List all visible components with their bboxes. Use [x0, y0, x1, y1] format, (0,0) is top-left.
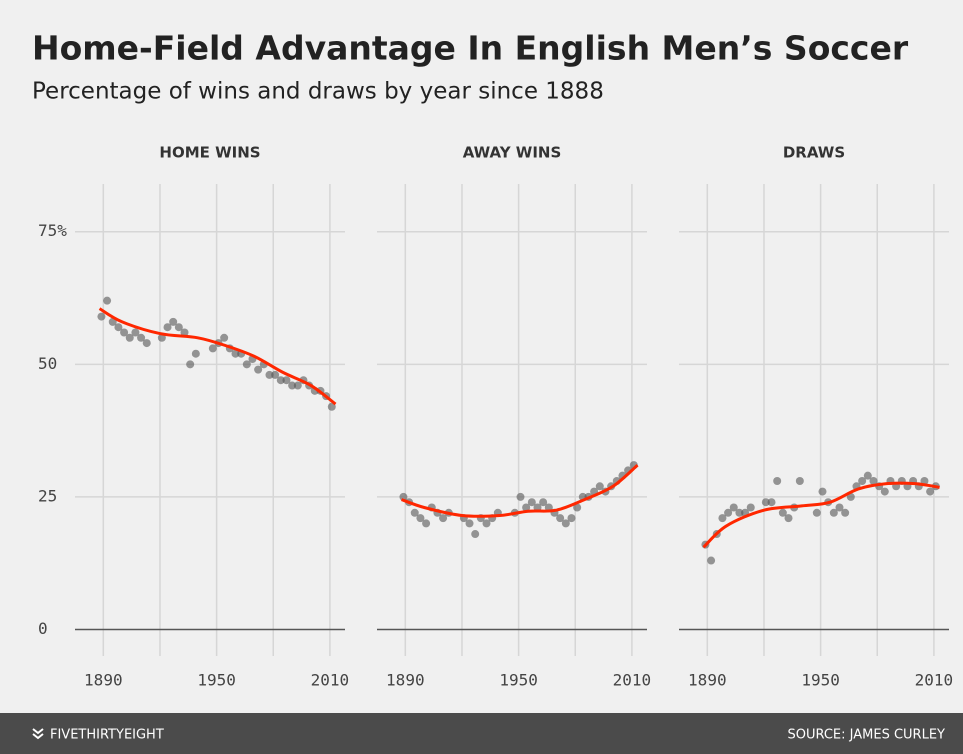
point	[880, 487, 889, 496]
y-tick-label: 75%	[38, 221, 67, 240]
point	[169, 317, 178, 326]
logo	[32, 728, 44, 740]
point	[784, 514, 793, 523]
point	[863, 471, 872, 480]
point	[120, 328, 129, 337]
point	[327, 402, 336, 411]
point	[773, 476, 782, 485]
point	[539, 498, 548, 507]
panel-title: HOME WINS	[159, 144, 260, 162]
point	[595, 482, 604, 491]
x-tick-label: 1890	[84, 671, 123, 690]
point	[186, 360, 195, 369]
point	[399, 492, 408, 501]
point	[471, 530, 480, 539]
point	[271, 370, 280, 379]
point	[276, 376, 285, 385]
point	[231, 349, 240, 358]
chart-title: Home-Field Advantage In English Men’s So…	[32, 29, 909, 68]
trend-line	[98, 307, 337, 406]
point	[465, 519, 474, 528]
point	[282, 376, 291, 385]
point	[482, 519, 491, 528]
point	[97, 312, 106, 321]
point	[180, 328, 189, 337]
point	[829, 508, 838, 517]
point	[142, 339, 151, 348]
point	[288, 381, 297, 390]
point	[293, 381, 302, 390]
point	[527, 498, 536, 507]
point	[131, 328, 140, 337]
point	[191, 349, 200, 358]
point	[767, 498, 776, 507]
point	[707, 556, 716, 565]
point	[735, 508, 744, 517]
point	[926, 487, 935, 496]
footer-bar	[0, 713, 963, 754]
y-tick-label: 0	[38, 619, 48, 638]
source: SOURCE: JAMES CURLEY	[787, 728, 945, 743]
point	[724, 508, 733, 517]
point	[416, 514, 425, 523]
point	[516, 492, 525, 501]
point	[137, 333, 146, 342]
x-tick-label: 2010	[613, 671, 652, 690]
point	[778, 508, 787, 517]
point	[561, 519, 570, 528]
point	[163, 323, 172, 332]
x-tick-label: 1890	[386, 671, 425, 690]
point	[208, 344, 217, 353]
point	[556, 514, 565, 523]
point	[746, 503, 755, 512]
point	[718, 514, 727, 523]
point	[818, 487, 827, 496]
point	[265, 370, 274, 379]
trend-line	[401, 463, 639, 518]
point	[157, 333, 166, 342]
point	[761, 498, 770, 507]
point	[812, 508, 821, 517]
point	[422, 519, 431, 528]
x-tick-label: 1890	[688, 671, 727, 690]
point	[242, 360, 251, 369]
point	[174, 323, 183, 332]
point	[841, 508, 850, 517]
point	[522, 503, 531, 512]
y-tick-label: 25	[38, 486, 57, 505]
point	[835, 503, 844, 512]
chart-subtitle: Percentage of wins and draws by year sin…	[32, 79, 604, 105]
trend-line	[702, 481, 940, 549]
point	[795, 476, 804, 485]
point	[573, 503, 582, 512]
x-tick-label: 2010	[915, 671, 954, 690]
brand: FIVETHIRTYEIGHT	[50, 728, 164, 743]
point	[410, 508, 419, 517]
point	[869, 476, 878, 485]
y-tick-label: 50	[38, 354, 57, 373]
point	[254, 365, 263, 374]
x-tick-label: 1950	[197, 671, 236, 690]
panel-title: DRAWS	[783, 144, 845, 162]
point	[103, 296, 112, 305]
point	[858, 476, 867, 485]
point	[439, 514, 448, 523]
point	[125, 333, 134, 342]
point	[114, 323, 123, 332]
point	[567, 514, 576, 523]
point	[220, 333, 229, 342]
x-tick-label: 1950	[499, 671, 538, 690]
point	[729, 503, 738, 512]
x-tick-label: 2010	[311, 671, 350, 690]
panel-title: AWAY WINS	[463, 144, 562, 162]
x-tick-label: 1950	[801, 671, 840, 690]
